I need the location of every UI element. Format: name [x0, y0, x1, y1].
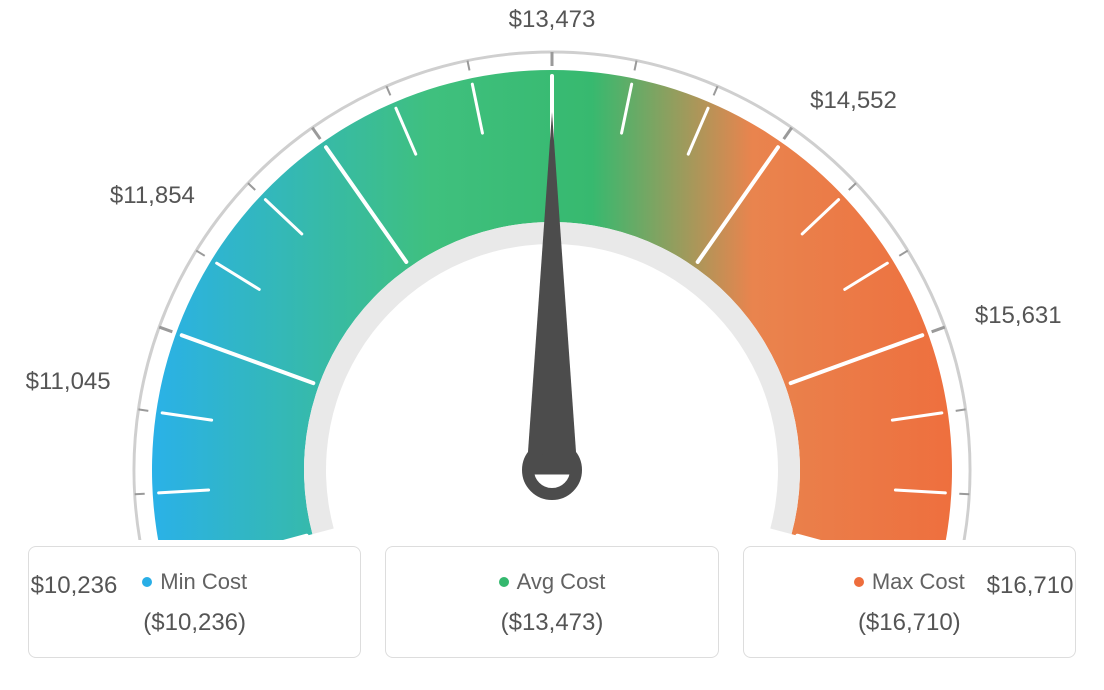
- gauge-tick-label: $10,236: [31, 572, 118, 600]
- legend-row: Min Cost ($10,236) Avg Cost ($13,473) Ma…: [0, 546, 1104, 658]
- legend-title-text: Max Cost: [872, 569, 965, 594]
- legend-title-avg: Avg Cost: [396, 569, 707, 595]
- gauge-tick-label: $13,473: [509, 6, 596, 34]
- dot-icon: [499, 577, 509, 587]
- gauge-tick-label: $11,045: [26, 368, 111, 396]
- gauge-tick-label: $11,854: [110, 182, 195, 210]
- dot-icon: [854, 577, 864, 587]
- legend-card-min: Min Cost ($10,236): [28, 546, 361, 658]
- legend-title-text: Avg Cost: [517, 569, 606, 594]
- cost-gauge-container: $10,236 $11,045 $11,854 $13,473 $14,552 $15,6…: [0, 0, 1104, 690]
- gauge-chart: $10,236$11,045$11,854$13,473$14,552$15,6…: [0, 0, 1104, 540]
- gauge-tick-label: $14,552: [810, 87, 897, 115]
- legend-value-max: ($16,710): [754, 609, 1065, 637]
- legend-card-avg: Avg Cost ($13,473): [385, 546, 718, 658]
- legend-title-text: Min Cost: [160, 569, 247, 594]
- legend-value-avg: ($13,473): [396, 609, 707, 637]
- gauge-tick-label: $16,710: [987, 572, 1074, 600]
- legend-card-max: Max Cost ($16,710): [743, 546, 1076, 658]
- gauge-tick-label: $15,631: [975, 302, 1062, 330]
- gauge-svg: [0, 0, 1104, 540]
- legend-value-min: ($10,236): [39, 609, 350, 637]
- dot-icon: [142, 577, 152, 587]
